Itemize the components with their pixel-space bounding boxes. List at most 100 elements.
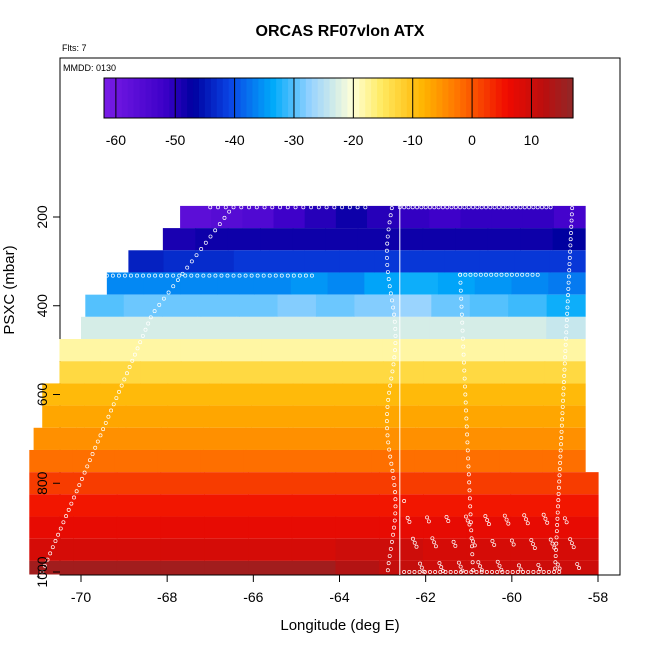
track-point [548,537,553,542]
track-point [559,442,563,447]
heatmap-cell [209,383,252,406]
heatmap-cell [422,228,456,251]
heatmap-cell [554,560,599,575]
y-tick-label: 1000 [34,556,50,587]
track-point [467,480,472,485]
heatmap-cell [116,472,162,495]
heatmap-cell [29,538,74,561]
track-point [557,473,562,478]
heatmap-cell [544,361,586,384]
track-point [463,392,468,397]
track-point [340,205,345,210]
colorbar-segment [555,78,562,118]
colorbar-segment [507,78,515,118]
track-point [458,272,463,277]
track-point [42,563,47,568]
heatmap-cell [248,472,293,495]
track-point [465,432,470,437]
track-point [171,273,176,278]
track-point [565,305,570,310]
heatmap-cell [313,316,354,340]
heatmap-cell [288,427,332,450]
date-annotation: MMDD: 0130 [63,63,116,73]
heatmap-cell [354,294,394,317]
track-point [567,268,572,273]
track-point [548,205,553,210]
track-point [535,205,540,210]
heatmap-cell [463,339,505,362]
track-point [77,483,82,487]
y-axis-label: PSXC (mbar) [1,245,18,334]
track-point [571,545,576,550]
track-point [509,272,514,277]
track-point [222,215,227,220]
heatmap-cell [106,272,145,295]
track-point [525,272,530,277]
track-point [461,352,466,357]
track-point [467,488,472,493]
track-point [531,205,536,210]
track-point [556,485,561,490]
heatmap-cell [302,361,344,384]
track-point [414,544,419,549]
x-tick-label: -68 [157,589,177,605]
track-point [559,423,564,428]
colorbar-segment [412,78,420,118]
colorbar-tick-label: -10 [403,132,423,148]
track-point [565,311,570,316]
track-point [464,570,469,574]
track-point [499,567,504,572]
track-point [387,220,392,225]
track-point [500,570,505,574]
heatmap-cell [335,205,368,229]
track-point [347,205,352,210]
heatmap-cell [160,560,205,575]
heatmap-cell [29,449,73,473]
heatmap-cell [491,205,524,229]
colorbar-tick-label: -50 [165,132,185,148]
colorbar-segment [495,78,503,118]
colorbar-segment [424,78,432,118]
heatmap-cell [304,205,337,229]
heatmap-cell [367,205,399,229]
heatmap-cell [160,538,205,561]
track-point [387,390,392,395]
track-point [146,321,151,326]
heatmap-cell [99,339,141,362]
heatmap-cell [376,405,419,428]
heatmap-cell [543,383,586,406]
heatmap-cell [73,516,118,539]
track-point [463,384,467,389]
track-point [561,392,566,397]
track-point [564,520,569,525]
track-point [505,570,510,574]
colorbar-segment [121,78,129,118]
track-point [522,513,527,518]
track-point [470,560,475,565]
track-point [119,383,124,388]
colorbar-segment [466,78,473,118]
track-point [568,237,573,242]
track-point [566,280,571,285]
track-point [471,539,475,544]
heatmap-cell [73,538,118,561]
colorbar-segment [406,78,414,118]
track-point [438,570,443,574]
track-point [392,518,397,523]
track-point [384,255,389,260]
heatmap-cell [444,250,481,273]
heatmap-cell [508,294,548,317]
track-point [566,274,571,279]
track-point [453,570,458,574]
track-point [391,305,396,310]
colorbar-segment [460,78,467,118]
heatmap-cell [29,516,74,539]
track-point [166,290,171,295]
track-point [189,273,194,278]
track-point [237,273,242,278]
track-point [546,570,551,574]
track-point [461,344,466,349]
track-point [231,205,236,210]
track-point [474,570,479,574]
track-point [101,427,106,432]
